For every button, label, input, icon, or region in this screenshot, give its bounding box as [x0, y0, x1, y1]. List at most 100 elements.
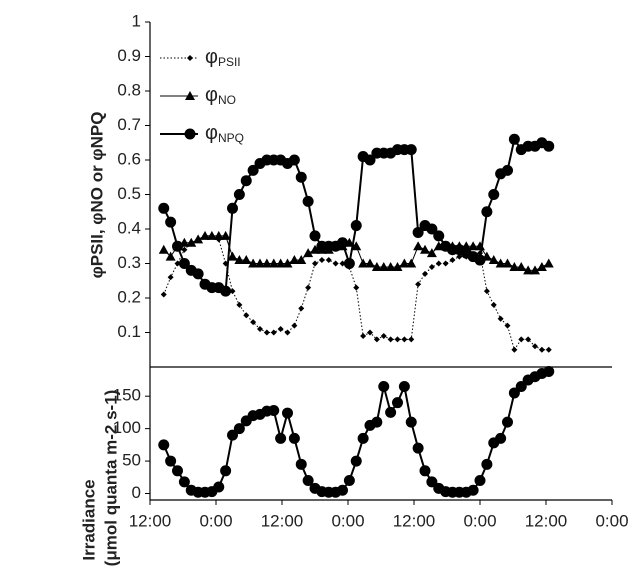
legend-label: φNO: [205, 84, 236, 107]
marker: [525, 336, 532, 343]
legend-marker: [184, 128, 196, 140]
marker: [282, 407, 293, 419]
marker: [360, 332, 367, 339]
marker: [380, 332, 387, 339]
marker: [456, 253, 463, 260]
marker: [270, 329, 277, 336]
marker: [213, 230, 224, 240]
marker: [419, 465, 431, 477]
marker: [158, 439, 170, 451]
marker: [495, 432, 507, 444]
marker: [497, 315, 504, 322]
marker: [364, 154, 376, 166]
marker: [502, 258, 513, 268]
marker: [181, 246, 188, 253]
y-tick-label: 0.1: [117, 322, 141, 341]
x-tick-label: 0:00: [595, 511, 628, 530]
marker: [310, 244, 320, 254]
marker: [371, 416, 383, 428]
marker: [405, 416, 417, 428]
marker: [178, 476, 190, 488]
marker: [518, 336, 525, 343]
marker: [387, 336, 394, 343]
marker: [303, 248, 314, 258]
marker: [413, 241, 424, 251]
marker: [192, 268, 204, 280]
marker: [282, 258, 293, 268]
marker: [241, 255, 252, 265]
x-tick-label: 12:00: [393, 511, 436, 530]
marker: [233, 189, 245, 200]
y-tick-label: 1: [132, 11, 141, 30]
marker: [318, 257, 325, 264]
marker: [227, 429, 238, 441]
marker: [516, 261, 527, 271]
marker: [298, 305, 305, 312]
marker: [483, 288, 490, 295]
y-tick-label: 0.2: [117, 287, 141, 306]
y-tick-label: 0: [132, 483, 141, 502]
marker: [523, 265, 534, 275]
marker: [538, 346, 545, 353]
marker: [174, 260, 181, 267]
marker: [309, 230, 321, 242]
marker: [408, 336, 415, 343]
marker: [405, 144, 417, 156]
y-tick-label: 0.9: [117, 46, 141, 65]
y-axis-label: (μmol quanta m-2 s-1): [101, 390, 120, 567]
marker: [426, 223, 438, 235]
marker: [545, 346, 552, 353]
marker: [449, 257, 456, 264]
marker: [536, 261, 547, 271]
marker: [412, 226, 424, 238]
marker: [234, 255, 245, 265]
y-tick-label: 0.4: [117, 218, 141, 237]
marker: [502, 416, 513, 428]
marker: [206, 230, 217, 240]
marker: [248, 258, 259, 268]
marker: [165, 251, 176, 261]
marker: [213, 481, 225, 493]
marker: [420, 244, 430, 254]
marker: [378, 380, 390, 392]
y-axis-label: Irradiance: [79, 479, 98, 560]
x-tick-label: 0:00: [331, 511, 364, 530]
marker: [332, 260, 339, 267]
marker: [426, 248, 437, 258]
series-line: [163, 235, 549, 271]
marker: [339, 260, 346, 267]
marker: [509, 261, 520, 271]
marker: [220, 230, 231, 240]
marker: [415, 281, 422, 288]
marker: [422, 270, 428, 277]
marker: [302, 475, 314, 487]
marker: [275, 258, 286, 268]
marker: [394, 336, 401, 343]
marker: [158, 202, 170, 214]
y-tick-label: 50: [122, 451, 141, 470]
marker: [268, 258, 279, 268]
marker: [172, 465, 183, 477]
marker: [357, 432, 369, 444]
marker: [158, 244, 169, 254]
marker: [495, 258, 506, 268]
marker: [350, 220, 362, 232]
marker: [275, 432, 287, 444]
marker: [220, 285, 232, 297]
marker: [543, 140, 555, 152]
marker: [160, 291, 167, 298]
marker: [365, 258, 375, 268]
marker: [351, 241, 362, 251]
marker: [178, 258, 190, 269]
marker: [296, 255, 307, 265]
marker: [263, 329, 270, 336]
marker: [291, 322, 298, 329]
marker: [468, 241, 479, 251]
legend-label: φPSII: [205, 46, 241, 69]
marker: [367, 329, 373, 336]
marker: [337, 484, 348, 496]
marker: [358, 258, 369, 268]
x-tick-label: 12:00: [129, 511, 172, 530]
legend-marker: [187, 55, 193, 61]
